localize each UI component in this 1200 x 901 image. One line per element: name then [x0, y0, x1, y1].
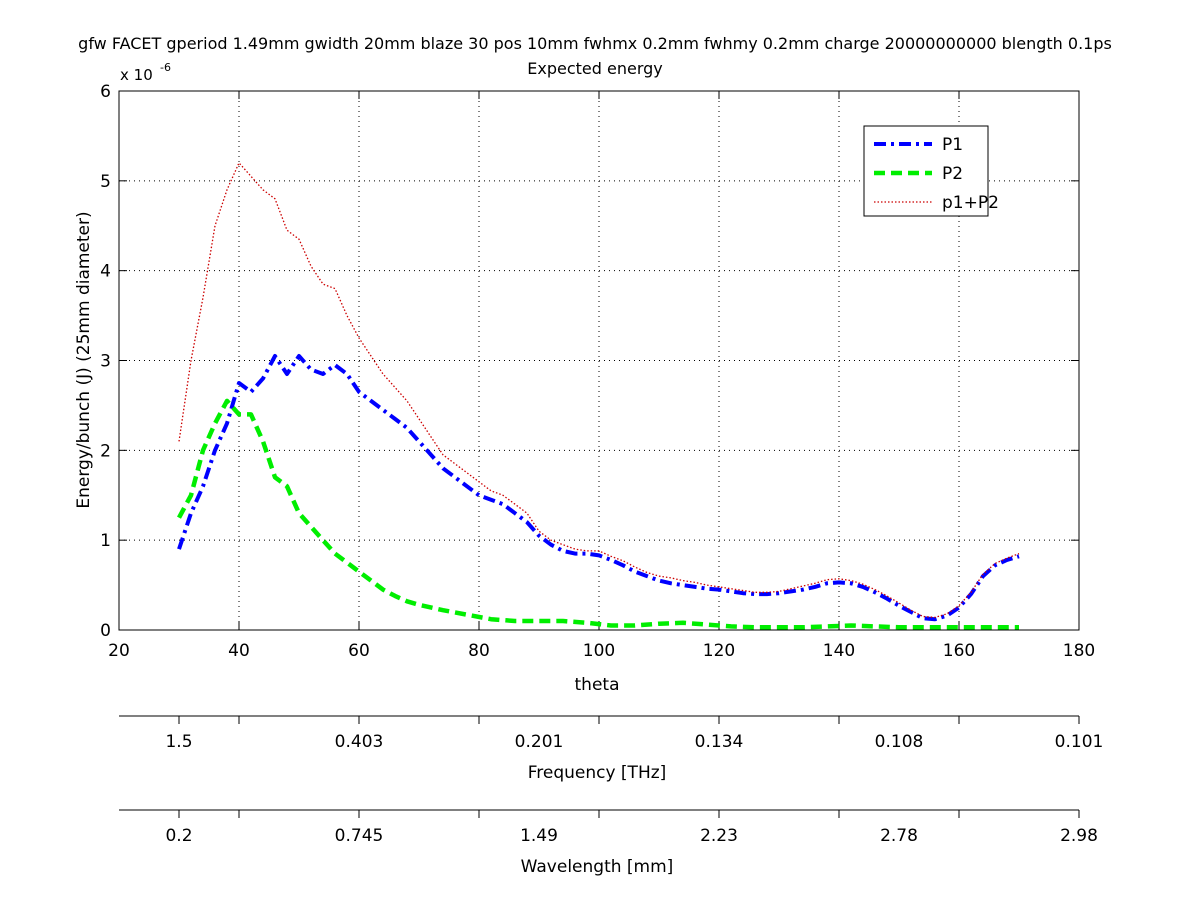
x-tick-label: 80 — [468, 641, 490, 661]
y-tick-label: 2 — [100, 441, 111, 461]
secondary-axis-tick-label: 0.201 — [515, 732, 564, 752]
x-tick-label: 180 — [1063, 641, 1095, 661]
y-tick-label: 4 — [100, 262, 111, 282]
secondary-axis-tick-label: 1.5 — [165, 732, 192, 752]
secondary-axis-tick-label: 0.745 — [335, 826, 384, 846]
grid — [119, 91, 1079, 630]
series-layer — [177, 162, 1020, 630]
x-tick-label: 160 — [943, 641, 975, 661]
series-line-p2 — [177, 398, 1019, 630]
secondary-axis-label: Wavelength [mm] — [521, 857, 674, 877]
secondary-axis-wavelength: 0.2 0.745 1.49 2.23 2.78 2.98 Wavelength [mm] — [119, 809, 1098, 877]
axes: 20 40 60 80 100 120 140 160 180 0 1 2 3 4 5 6 — [100, 82, 1095, 661]
chart-title-line1: gfw FACET gperiod 1.49mm gwidth 20mm bla… — [78, 34, 1112, 53]
y-axis-label: Energy/bunch (J) (25mm diameter) — [74, 211, 94, 508]
x-tick-label: 100 — [583, 641, 615, 661]
legend-entry-label: p1+P2 — [942, 193, 999, 213]
x-tick-label: 120 — [703, 641, 735, 661]
secondary-axis-tick-label: 1.49 — [520, 826, 558, 846]
y-tick-label: 1 — [100, 531, 111, 551]
legend-entry-label: P1 — [942, 135, 963, 155]
y-tick-label: 3 — [100, 352, 111, 372]
y-exponent-base: x 10 — [120, 66, 153, 84]
series-line-p1 — [177, 354, 1020, 622]
secondary-axis-tick-label: 2.23 — [700, 826, 738, 846]
y-exponent-power: -6 — [160, 61, 171, 74]
chart-title-line2: Expected energy — [527, 59, 662, 78]
secondary-axis-tick-label: 0.403 — [335, 732, 384, 752]
secondary-axis-tick-label: 2.78 — [880, 826, 918, 846]
y-tick-label: 0 — [100, 621, 111, 641]
y-tick-label: 6 — [100, 82, 111, 102]
y-exponent-label: x 10 -6 — [120, 61, 171, 84]
x-axis-label: theta — [575, 675, 620, 695]
x-tick-label: 20 — [108, 641, 130, 661]
secondary-axis-frequency: 1.5 0.403 0.201 0.134 0.108 0.101 Frequency [T… — [119, 715, 1104, 783]
secondary-axis-label: Frequency [THz] — [528, 763, 667, 783]
secondary-axis-tick-label: 0.108 — [875, 732, 924, 752]
y-tick-label: 5 — [100, 172, 111, 192]
secondary-axis-tick-label: 0.134 — [695, 732, 744, 752]
legend: P1 P2 p1+P2 — [863, 125, 999, 217]
legend-entry-label: P2 — [942, 164, 963, 184]
x-tick-label: 40 — [228, 641, 250, 661]
x-tick-label: 60 — [348, 641, 370, 661]
secondary-axis-tick-label: 0.2 — [165, 826, 192, 846]
secondary-axis-tick-label: 2.98 — [1060, 826, 1098, 846]
secondary-axis-tick-label: 0.101 — [1055, 732, 1104, 752]
series-line-p1-p2 — [178, 162, 1020, 619]
x-tick-label: 140 — [823, 641, 855, 661]
secondary-axes: 1.5 0.403 0.201 0.134 0.108 0.101 Frequency [T… — [119, 715, 1104, 877]
